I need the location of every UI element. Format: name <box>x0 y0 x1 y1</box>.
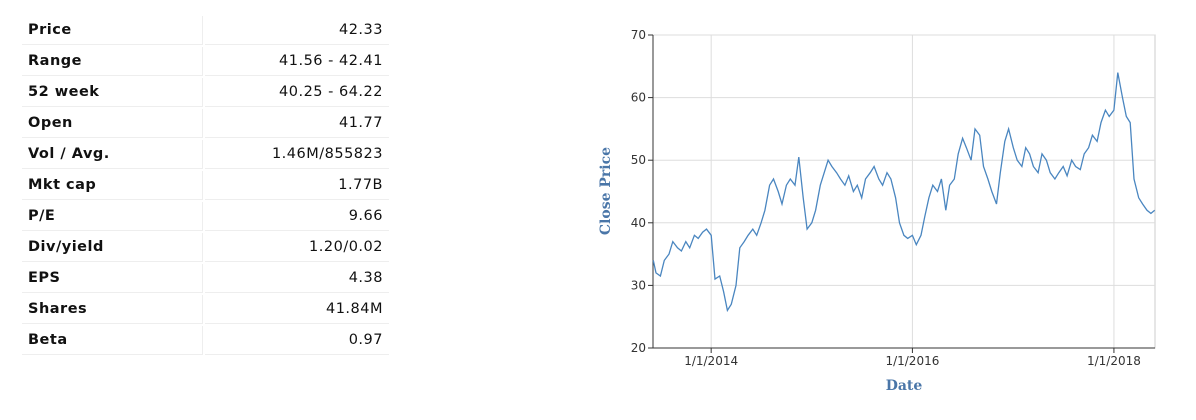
quote-row: Range 41.56 - 42.41 <box>22 47 389 76</box>
y-tick-label: 70 <box>631 28 646 42</box>
quote-value: 40.25 - 64.22 <box>205 78 389 107</box>
quote-label: Open <box>22 109 203 138</box>
quote-table: Price 42.33 Range 41.56 - 42.41 52 week 40.25… <box>20 14 391 357</box>
y-tick-label: 60 <box>631 91 646 105</box>
quote-row: P/E 9.66 <box>22 202 389 231</box>
quote-label: EPS <box>22 264 203 293</box>
quote-label: Range <box>22 47 203 76</box>
x-axis-title: Date <box>886 378 923 394</box>
x-tick-label: 1/1/2016 <box>885 354 939 368</box>
quote-label: Vol / Avg. <box>22 140 203 169</box>
price-line <box>652 72 1156 313</box>
quote-label: 52 week <box>22 78 203 107</box>
plot-frame <box>652 34 1156 349</box>
quote-value: 41.56 - 42.41 <box>205 47 389 76</box>
quote-row: Mkt cap 1.77B <box>22 171 389 200</box>
quote-value: 9.66 <box>205 202 389 231</box>
quote-row: Price 42.33 <box>22 16 389 45</box>
quote-label: Beta <box>22 326 203 355</box>
quote-row: Div/yield 1.20/0.02 <box>22 233 389 262</box>
quote-row: Open 41.77 <box>22 109 389 138</box>
x-tick-label: 1/1/2014 <box>684 354 738 368</box>
quote-value: 41.77 <box>205 109 389 138</box>
quote-row: EPS 4.38 <box>22 264 389 293</box>
x-tick-label: 1/1/2018 <box>1087 354 1141 368</box>
quote-value: 1.20/0.02 <box>205 233 389 262</box>
quote-value: 1.77B <box>205 171 389 200</box>
y-tick-label: 20 <box>631 341 646 355</box>
quote-row: Vol / Avg. 1.46M/855823 <box>22 140 389 169</box>
quote-row: Beta 0.97 <box>22 326 389 355</box>
quote-row: Shares 41.84M <box>22 295 389 324</box>
y-tick-label: 40 <box>631 216 646 230</box>
quote-label: Price <box>22 16 203 45</box>
y-axis-title: Close Price <box>598 147 614 235</box>
y-tick-label: 30 <box>631 278 646 292</box>
quote-value: 4.38 <box>205 264 389 293</box>
quote-value: 41.84M <box>205 295 389 324</box>
quote-label: Shares <box>22 295 203 324</box>
y-tick-label: 50 <box>631 153 646 167</box>
quote-label: Div/yield <box>22 233 203 262</box>
quote-value: 42.33 <box>205 16 389 45</box>
quote-row: 52 week 40.25 - 64.22 <box>22 78 389 107</box>
quote-value: 0.97 <box>205 326 389 355</box>
quote-label: Mkt cap <box>22 171 203 200</box>
quote-value: 1.46M/855823 <box>205 140 389 169</box>
quote-label: P/E <box>22 202 203 231</box>
